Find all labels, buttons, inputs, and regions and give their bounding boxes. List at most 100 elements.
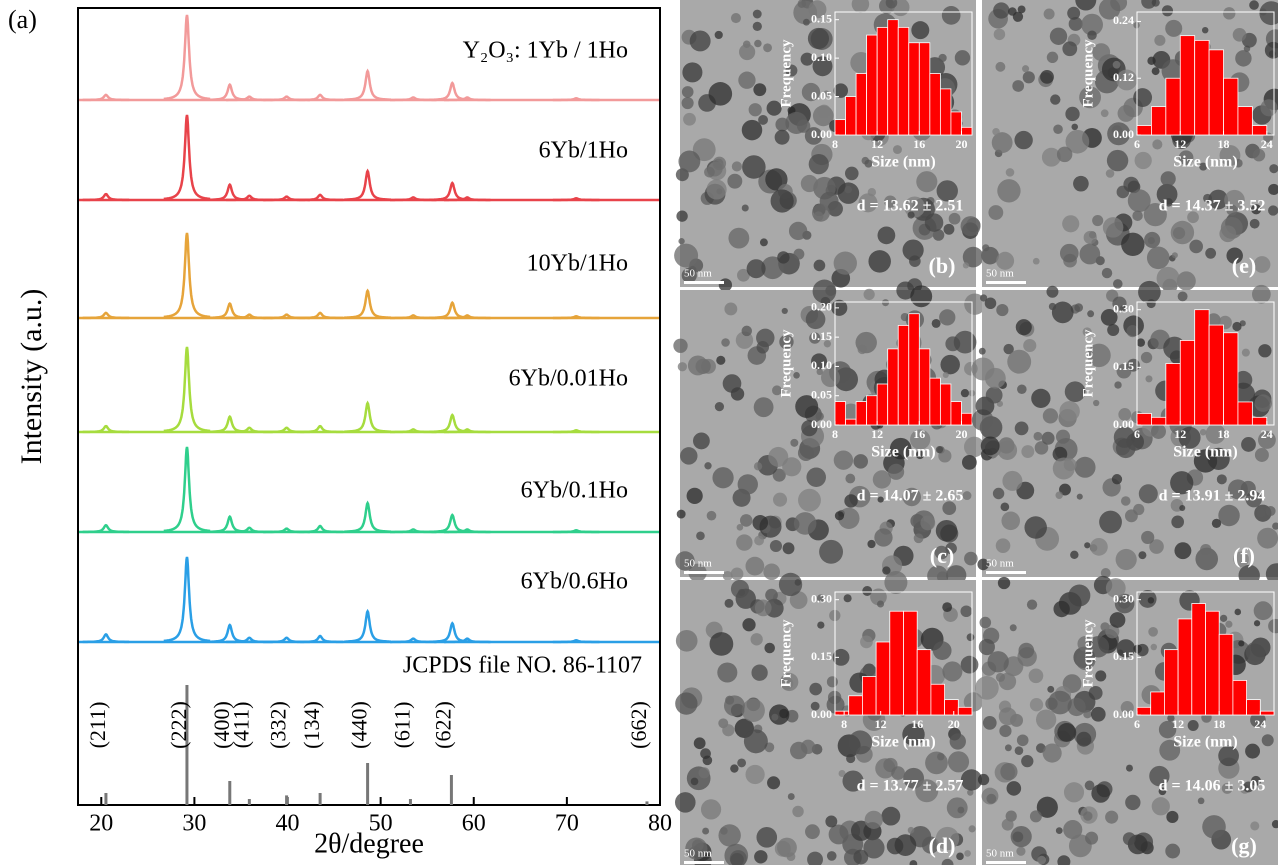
scale-bar-label: 50 nm — [986, 268, 1014, 280]
nanoparticle — [850, 820, 872, 841]
nanoparticle — [793, 512, 817, 535]
nanoparticle — [948, 212, 961, 225]
nanoparticle — [722, 570, 733, 581]
nanoparticle — [1004, 744, 1012, 752]
nanoparticle — [992, 127, 1000, 136]
nanoparticle — [741, 325, 752, 337]
nanoparticle — [1211, 518, 1222, 529]
nanoparticle — [1022, 71, 1035, 84]
nanoparticle — [1074, 456, 1096, 478]
nanoparticle — [1138, 589, 1157, 608]
nanoparticle — [678, 238, 685, 245]
nanoparticle — [805, 824, 820, 840]
nanoparticle — [798, 488, 821, 512]
nanoparticle — [996, 251, 1015, 270]
nanoparticle — [1074, 303, 1083, 312]
nanoparticle — [1036, 796, 1058, 818]
nanoparticle — [802, 18, 810, 26]
nanoparticle — [1235, 50, 1252, 67]
nanoparticle — [1156, 183, 1178, 205]
nanoparticle — [748, 103, 762, 117]
nanoparticle — [816, 368, 823, 376]
y-tick-label: 0.10 — [811, 50, 832, 64]
nanoparticle — [1087, 30, 1097, 40]
panel-label: (g) — [1231, 833, 1257, 858]
nanoparticle — [1252, 148, 1266, 162]
nanoparticle — [1249, 0, 1259, 10]
nanoparticle — [1068, 584, 1091, 607]
nanoparticle — [998, 707, 1017, 726]
nanoparticle — [1269, 164, 1278, 174]
y-tick-label: 0.00 — [1113, 127, 1134, 141]
diffraction-peak — [82, 93, 130, 102]
nanoparticle — [706, 510, 717, 521]
diffraction-peak — [429, 621, 476, 644]
nanoparticle — [812, 279, 837, 304]
nanoparticle — [804, 127, 823, 145]
x-tick-label: 20 — [955, 427, 967, 441]
nanoparticle — [851, 0, 870, 13]
nanoparticle — [1205, 247, 1217, 259]
nanoparticle — [1041, 431, 1055, 445]
nanoparticle — [704, 462, 712, 470]
nanoparticle — [800, 52, 814, 66]
nanoparticle — [1102, 217, 1124, 238]
nanoparticle — [946, 797, 968, 819]
nanoparticle — [910, 285, 933, 308]
nanoparticle — [718, 278, 733, 292]
nanoparticle — [1109, 612, 1126, 628]
nanoparticle — [1170, 471, 1194, 495]
nanoparticle — [1141, 530, 1155, 545]
nanoparticle — [687, 355, 708, 376]
histogram-bar — [930, 683, 946, 716]
nanoparticle — [911, 21, 930, 40]
series-label: 6Yb/1Ho — [539, 138, 628, 164]
nanoparticle — [1216, 474, 1227, 485]
hkl-label: (222) — [166, 701, 191, 749]
diffraction-peak — [296, 193, 344, 202]
histogram-bar — [889, 610, 904, 716]
panel-label: (d) — [929, 833, 956, 858]
nanoparticle — [728, 227, 750, 249]
nanoparticle — [675, 629, 698, 652]
nanoparticle — [753, 397, 774, 418]
nanoparticle — [753, 462, 763, 471]
nanoparticle — [692, 432, 710, 450]
histogram-bar — [1223, 332, 1239, 426]
nanoparticle — [1070, 550, 1079, 560]
nanoparticle — [884, 195, 897, 208]
nanoparticle — [1023, 338, 1037, 353]
nanoparticle — [1107, 323, 1120, 336]
x-tick-label: 12 — [871, 427, 883, 441]
nanoparticle — [689, 30, 711, 52]
nanoparticle — [1035, 709, 1057, 730]
nanoparticle — [1199, 428, 1207, 436]
x-tick-label: 6 — [1134, 717, 1140, 731]
nanoparticle — [1245, 641, 1266, 662]
nanoparticle — [907, 826, 915, 834]
nanoparticle — [754, 39, 762, 48]
nanoparticle — [792, 805, 804, 818]
nanoparticle — [1123, 176, 1140, 193]
diffraction-peak — [444, 637, 491, 644]
y-tick-label: 0.12 — [1113, 70, 1134, 84]
nanoparticle — [1148, 626, 1158, 637]
diffraction-peak — [344, 400, 391, 433]
nanoparticle — [714, 402, 725, 412]
histogram-bar — [866, 34, 878, 136]
nanoparticle — [960, 388, 970, 398]
nanoparticle — [737, 758, 747, 768]
hkl-label: (622) — [430, 701, 455, 749]
nanoparticle — [1250, 821, 1260, 831]
nanoparticle — [1178, 150, 1194, 166]
nanoparticle — [962, 246, 984, 268]
nanoparticle — [1087, 343, 1111, 368]
nanoparticle — [712, 467, 734, 489]
nanoparticle — [817, 104, 831, 119]
nanoparticle — [777, 251, 790, 264]
histogram-bar — [834, 401, 846, 426]
nanoparticle — [1144, 231, 1161, 249]
diffraction-peak — [163, 232, 211, 319]
nanoparticle — [1064, 381, 1086, 403]
nanoparticle — [844, 166, 859, 181]
